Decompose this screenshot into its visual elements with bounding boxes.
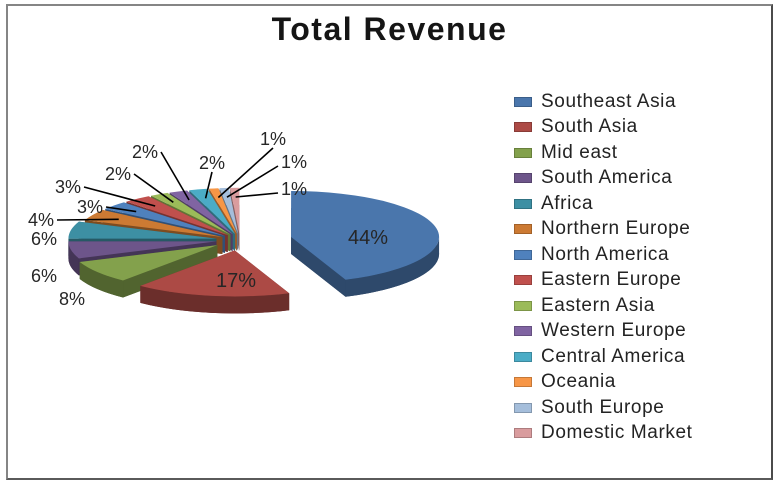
pie-slice-southeast-asia[interactable] xyxy=(291,190,440,280)
pie-slice-south-asia-rim xyxy=(140,285,290,314)
pie-slice-northern-europe[interactable] xyxy=(84,209,223,238)
legend-swatch-south-america xyxy=(514,173,532,184)
legend-label: Domestic Market xyxy=(541,422,693,444)
legend-swatch-central-america xyxy=(514,351,532,362)
pct-label-southeast-asia: 44% xyxy=(348,227,388,249)
leader-line-central-america xyxy=(204,171,213,199)
legend-item-africa[interactable]: Africa xyxy=(514,191,693,217)
legend-item-domestic-market[interactable]: Domestic Market xyxy=(514,421,693,447)
leader-line-domestic-market xyxy=(235,192,279,198)
legend-label: South Asia xyxy=(541,116,638,138)
leader-line-western-europe xyxy=(160,151,190,201)
pie-slice-mid-east-rim xyxy=(79,262,124,298)
pct-label-eastern-europe: 3% xyxy=(55,177,81,197)
pie-slice-central-america[interactable] xyxy=(189,188,236,234)
legend-label: Eastern Asia xyxy=(541,294,655,316)
legend-item-south-asia[interactable]: South Asia xyxy=(514,115,693,141)
pie-slice-eastern-europe[interactable] xyxy=(126,196,228,236)
pie-slice-domestic-market[interactable] xyxy=(230,187,240,234)
legend-swatch-oceania xyxy=(514,377,532,388)
legend-item-eastern-asia[interactable]: Eastern Asia xyxy=(514,293,693,319)
pie-slice-south-europe[interactable] xyxy=(219,187,239,234)
pct-label-mid-east: 8% xyxy=(59,289,85,309)
legend-item-south-europe[interactable]: South Europe xyxy=(514,395,693,421)
legend-swatch-africa xyxy=(514,198,532,209)
pct-label-south-asia: 17% xyxy=(216,270,256,292)
legend-swatch-north-america xyxy=(514,249,532,260)
legend-swatch-western-europe xyxy=(514,326,532,337)
pct-label-eastern-asia: 2% xyxy=(105,164,131,184)
legend-item-northern-europe[interactable]: Northern Europe xyxy=(514,217,693,243)
legend-label: Oceania xyxy=(541,371,616,393)
legend-label: Mid east xyxy=(541,141,618,163)
legend-item-southeast-asia[interactable]: Southeast Asia xyxy=(514,89,693,115)
pie-slice-south-america[interactable] xyxy=(68,241,217,259)
pct-label-oceania: 1% xyxy=(260,129,286,149)
pct-label-central-america: 2% xyxy=(199,153,225,173)
legend-label: South America xyxy=(541,167,673,189)
pie-slice-africa[interactable] xyxy=(68,221,217,239)
legend-swatch-eastern-asia xyxy=(514,300,532,311)
legend-item-central-america[interactable]: Central America xyxy=(514,344,693,370)
pct-label-north-america: 3% xyxy=(77,197,103,217)
legend-swatch-eastern-europe xyxy=(514,275,532,286)
legend-swatch-mid-east xyxy=(514,147,532,158)
leader-line-south-europe xyxy=(226,165,279,198)
pie-slice-south-america-rim xyxy=(68,241,79,276)
pie-slice-western-europe[interactable] xyxy=(169,190,233,235)
legend-label: Northern Europe xyxy=(541,218,691,240)
leader-line-oceania xyxy=(217,147,274,199)
pie-slice-mid-east[interactable] xyxy=(79,245,218,281)
legend-label: North America xyxy=(541,243,670,265)
pct-label-domestic-market: 1% xyxy=(281,179,307,199)
legend-swatch-south-europe xyxy=(514,402,532,413)
legend-swatch-domestic-market xyxy=(514,428,532,439)
pct-label-south-america: 6% xyxy=(31,266,57,286)
legend-swatch-south-asia xyxy=(514,122,532,133)
pie-slice-eastern-asia[interactable] xyxy=(151,192,231,235)
pct-label-northern-europe: 4% xyxy=(28,210,54,230)
leader-line-eastern-europe xyxy=(83,186,156,207)
legend-label: South Europe xyxy=(541,396,665,418)
leader-line-northern-europe xyxy=(56,218,119,221)
pie-slice-south-asia[interactable] xyxy=(140,250,290,297)
legend-label: Western Europe xyxy=(541,320,687,342)
pct-label-africa: 6% xyxy=(31,229,57,249)
legend-swatch-southeast-asia xyxy=(514,96,532,107)
chart-title: Total Revenue xyxy=(271,11,508,47)
legend-label: Southeast Asia xyxy=(541,90,677,112)
legend-item-mid-east[interactable]: Mid east xyxy=(514,140,693,166)
leader-line-north-america xyxy=(105,206,137,213)
legend-item-north-america[interactable]: North America xyxy=(514,242,693,268)
legend-item-western-europe[interactable]: Western Europe xyxy=(514,319,693,345)
legend-label: Africa xyxy=(541,192,594,214)
legend: Southeast Asia South Asia Mid east South Am… xyxy=(514,89,693,446)
legend-swatch-northern-europe xyxy=(514,224,532,235)
legend-item-eastern-europe[interactable]: Eastern Europe xyxy=(514,268,693,294)
pie-slice-oceania[interactable] xyxy=(209,188,237,234)
pct-label-south-europe: 1% xyxy=(281,152,307,172)
leader-line-eastern-asia xyxy=(133,173,174,203)
legend-label: Central America xyxy=(541,345,686,367)
pie-slice-southeast-asia-cut-1 xyxy=(291,236,346,297)
legend-label: Eastern Europe xyxy=(541,269,682,291)
legend-item-oceania[interactable]: Oceania xyxy=(514,370,693,396)
pct-label-western-europe: 2% xyxy=(132,142,158,162)
pie-slice-southeast-asia-rim xyxy=(345,236,440,297)
legend-item-south-america[interactable]: South America xyxy=(514,166,693,192)
